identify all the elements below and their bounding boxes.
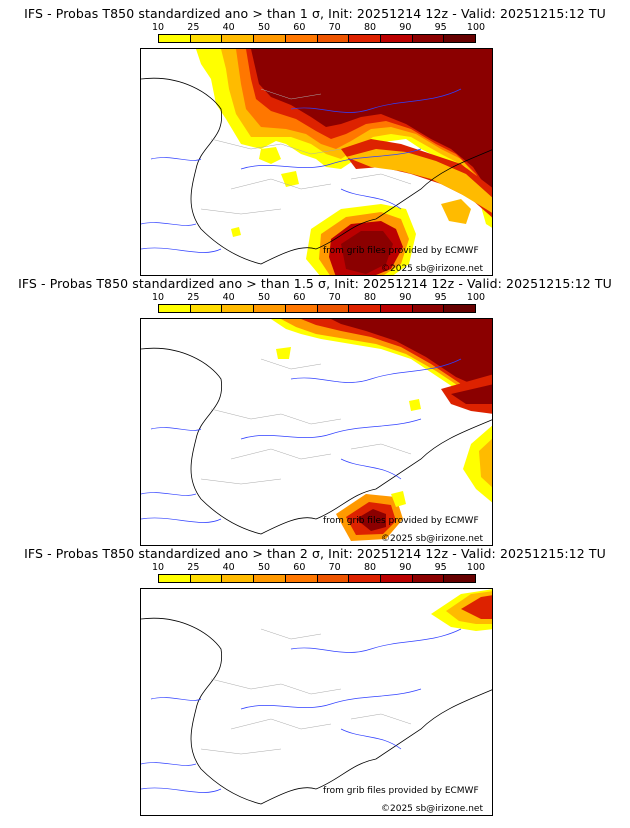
colorbar-segment bbox=[285, 575, 318, 582]
colorbar-segment bbox=[159, 35, 191, 42]
colorbar-tick-label: 70 bbox=[328, 22, 341, 33]
colorbar bbox=[158, 34, 476, 43]
colorbar-tick-label: 25 bbox=[187, 292, 200, 303]
colorbar-tick-label: 10 bbox=[151, 22, 165, 33]
colorbar-tick-label: 95 bbox=[434, 22, 447, 33]
colorbar-tick-label: 70 bbox=[328, 292, 341, 303]
colorbar-segment bbox=[285, 305, 318, 312]
panel-title: IFS - Probas T850 standardized ano > tha… bbox=[18, 276, 612, 291]
copyright: ©2025 sb@irizone.net bbox=[381, 264, 483, 274]
colorbar-segment bbox=[190, 575, 223, 582]
colorbar bbox=[158, 304, 476, 313]
probability-map: from grib files provided by ECMWF ©2025 … bbox=[140, 48, 493, 276]
colorbar-tick-label: 60 bbox=[293, 292, 306, 303]
colorbar-segment bbox=[380, 305, 413, 312]
colorbar-segment bbox=[412, 35, 445, 42]
probability-field bbox=[196, 49, 492, 275]
colorbar-segment bbox=[222, 305, 255, 312]
map-panel-3: IFS - Probas T850 standardized ano > tha… bbox=[0, 540, 630, 816]
colorbar-segment bbox=[380, 575, 413, 582]
geography-lines bbox=[141, 617, 492, 805]
colorbar-segment bbox=[222, 35, 255, 42]
colorbar-tick-label: 80 bbox=[363, 292, 377, 303]
colorbar-tick-label: 50 bbox=[257, 292, 271, 303]
colorbar-tick-label: 25 bbox=[187, 22, 200, 33]
colorbar-segment bbox=[380, 35, 413, 42]
map-panel-1: IFS - Probas T850 standardized ano > tha… bbox=[0, 0, 630, 276]
colorbar-tick-label: 90 bbox=[399, 22, 412, 33]
colorbar-tick-label: 50 bbox=[257, 562, 271, 573]
probability-map: from grib files provided by ECMWF ©2025 … bbox=[140, 318, 493, 546]
colorbar-tick-label: 50 bbox=[257, 22, 271, 33]
data-credit: from grib files provided by ECMWF bbox=[323, 246, 479, 256]
colorbar-segment bbox=[285, 35, 318, 42]
colorbar-segment bbox=[190, 35, 223, 42]
colorbar-segment bbox=[222, 575, 255, 582]
colorbar-tick-label: 80 bbox=[363, 562, 377, 573]
colorbar-segment bbox=[444, 35, 476, 42]
colorbar-tick-label: 90 bbox=[399, 292, 412, 303]
colorbar-segment bbox=[254, 35, 286, 42]
geography-lines bbox=[141, 347, 492, 535]
colorbar-tick-label: 10 bbox=[151, 292, 165, 303]
probability-map: from grib files provided by ECMWF ©2025 … bbox=[140, 588, 493, 816]
map-panel-2: IFS - Probas T850 standardized ano > tha… bbox=[0, 270, 630, 546]
colorbar-segment bbox=[412, 575, 445, 582]
colorbar-tick-label: 25 bbox=[187, 562, 200, 573]
colorbar-tick-label: 80 bbox=[363, 22, 377, 33]
copyright: ©2025 sb@irizone.net bbox=[381, 534, 483, 544]
map-svg bbox=[141, 589, 492, 805]
colorbar-segment bbox=[412, 305, 445, 312]
colorbar-tick-label: 70 bbox=[328, 562, 341, 573]
panel-title: IFS - Probas T850 standardized ano > tha… bbox=[24, 546, 606, 561]
data-credit: from grib files provided by ECMWF bbox=[323, 786, 479, 796]
colorbar-tick-label: 10 bbox=[151, 562, 165, 573]
geography-lines bbox=[141, 77, 492, 265]
colorbar-segment bbox=[190, 305, 223, 312]
colorbar-tick-label: 90 bbox=[399, 562, 412, 573]
colorbar-segment bbox=[444, 305, 476, 312]
map-svg bbox=[141, 319, 492, 541]
map-svg bbox=[141, 49, 492, 275]
colorbar-tick-label: 60 bbox=[293, 562, 306, 573]
colorbar bbox=[158, 574, 476, 583]
colorbar-segment bbox=[159, 575, 191, 582]
colorbar-segment bbox=[317, 575, 350, 582]
colorbar-tick-label: 60 bbox=[293, 22, 306, 33]
colorbar-tick-label: 100 bbox=[466, 562, 486, 573]
colorbar-segment bbox=[444, 575, 476, 582]
colorbar-tick-label: 100 bbox=[466, 292, 486, 303]
colorbar-tick-label: 40 bbox=[222, 22, 235, 33]
colorbar-segment bbox=[159, 305, 191, 312]
copyright: ©2025 sb@irizone.net bbox=[381, 804, 483, 814]
probability-field bbox=[271, 319, 492, 541]
colorbar-segment bbox=[317, 35, 350, 42]
colorbar-tick-label: 40 bbox=[222, 292, 235, 303]
colorbar-tick-label: 95 bbox=[434, 292, 447, 303]
probability-field bbox=[431, 589, 492, 631]
data-credit: from grib files provided by ECMWF bbox=[323, 516, 479, 526]
colorbar-segment bbox=[254, 305, 286, 312]
colorbar-segment bbox=[349, 575, 381, 582]
colorbar-segment bbox=[349, 35, 381, 42]
panel-title: IFS - Probas T850 standardized ano > tha… bbox=[24, 6, 606, 21]
colorbar-segment bbox=[317, 305, 350, 312]
colorbar-segment bbox=[349, 305, 381, 312]
colorbar-tick-label: 95 bbox=[434, 562, 447, 573]
colorbar-tick-label: 100 bbox=[466, 22, 486, 33]
colorbar-segment bbox=[254, 575, 286, 582]
colorbar-tick-label: 40 bbox=[222, 562, 235, 573]
